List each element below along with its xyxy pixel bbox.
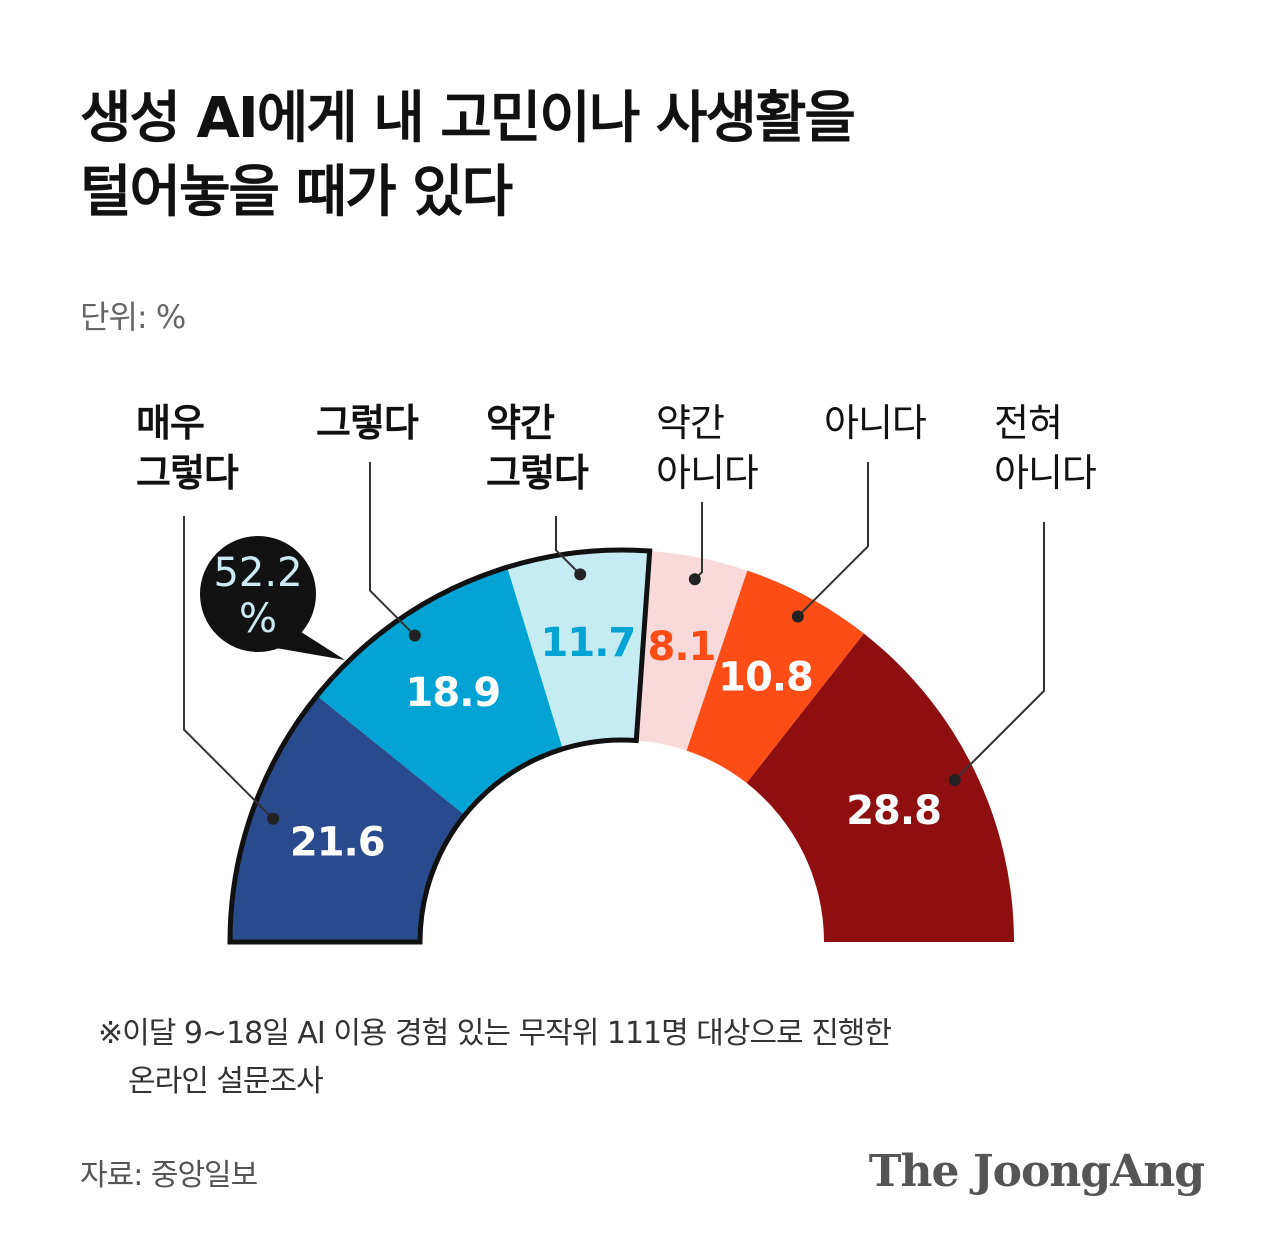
chart-title-line-1: 생성 AI에게 내 고민이나 사생활을 (80, 86, 856, 151)
publisher-logo: The JoongAng (868, 1146, 1205, 1197)
chart-title: 생성 AI에게 내 고민이나 사생활을 털어놓을 때가 있다 (80, 82, 1180, 230)
chart-title-line-2: 털어놓을 때가 있다 (80, 160, 513, 225)
category-label-약간-아니다-line-2: 아니다 (656, 451, 758, 495)
category-label-전혀-아니다-line-1: 전혀 (994, 401, 1062, 445)
unit-label: 단위: % (80, 298, 186, 336)
slice-약간-아니다 (636, 550, 748, 751)
category-label-아니다-line-1: 아니다 (824, 401, 926, 445)
callout-bubble (200, 536, 316, 652)
leader-line-아니다 (797, 462, 869, 618)
leader-dot-그렇다 (408, 629, 421, 642)
category-label-매우-그렇다-line-1: 매우 (136, 401, 204, 445)
callout-text-line-1: 52.2 (213, 550, 302, 596)
value-label-그렇다: 18.9 (406, 670, 501, 716)
leader-line-약간-그렇다 (555, 516, 581, 576)
value-label-약간-그렇다: 11.7 (541, 620, 636, 666)
leader-dot-매우-그렇다 (267, 812, 280, 825)
slice-그렇다 (317, 567, 563, 816)
yes-group-outline (227, 547, 653, 945)
slice-매우-그렇다 (230, 695, 465, 942)
footnote: ※이달 9~18일 AI 이용 경험 있는 무작위 111명 대상으로 진행한 … (98, 1010, 892, 1106)
value-label-전혀-아니다: 28.8 (846, 788, 941, 834)
leader-dot-전혀-아니다 (948, 774, 961, 787)
leader-dot-약간-아니다 (688, 573, 701, 586)
slice-전혀-아니다 (746, 633, 1014, 942)
category-label-그렇다-line-1: 그렇다 (316, 401, 419, 445)
leader-dot-아니다 (791, 610, 804, 623)
callout-text-line-2: % (239, 596, 277, 642)
category-label-전혀-아니다-line-2: 아니다 (994, 451, 1096, 495)
slice-약간-그렇다 (507, 550, 650, 749)
category-label-약간-아니다-line-1: 약간 (656, 401, 724, 445)
slice-아니다 (686, 570, 864, 784)
value-label-매우-그렇다: 21.6 (290, 819, 385, 865)
value-label-약간-아니다: 8.1 (648, 624, 716, 670)
leader-line-그렇다 (369, 462, 416, 637)
leader-line-매우-그렇다 (183, 516, 274, 820)
footnote-line-2: 온라인 설문조사 (128, 1064, 324, 1099)
leader-dot-약간-그렇다 (574, 568, 587, 581)
value-label-아니다: 10.8 (718, 654, 813, 700)
leader-line-전혀-아니다 (953, 522, 1045, 781)
category-label-약간-그렇다-line-1: 약간 (486, 401, 555, 445)
category-label-매우-그렇다-line-2: 그렇다 (136, 451, 239, 495)
source-label: 자료: 중앙일보 (80, 1158, 258, 1193)
footnote-line-1: ※이달 9~18일 AI 이용 경험 있는 무작위 111명 대상으로 진행한 (98, 1016, 892, 1051)
category-label-약간-그렇다-line-2: 그렇다 (486, 451, 589, 495)
